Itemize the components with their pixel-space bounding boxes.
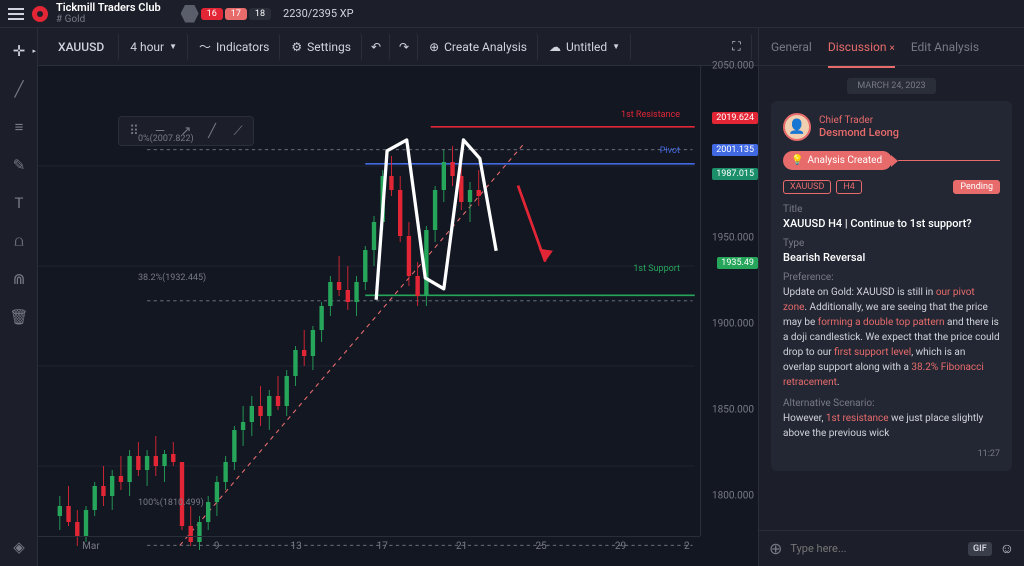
magnet-tool[interactable]: ⋒	[0, 260, 38, 298]
fullscreen-button[interactable]: ⛶	[722, 33, 752, 61]
layers-tool[interactable]: ◈	[0, 528, 38, 566]
avatar: 👤	[783, 113, 811, 141]
club-name: Tickmill Traders Club	[56, 2, 161, 14]
tag-symbol: XAUUSD	[783, 180, 831, 194]
tag-tf: H4	[836, 180, 861, 194]
tag-pending: Pending	[953, 180, 1000, 194]
club-channel: # Gold	[56, 14, 161, 25]
chart[interactable]: ⠿ — ↗ ╱ ⟋ 0%(2007.822) 38.2%(1932.445) 1…	[38, 66, 758, 566]
analysis-type: Bearish Reversal	[783, 251, 1000, 264]
date-chip: MARCH 24, 2023	[847, 78, 935, 94]
alt-text: However, 1st resistance we just place sl…	[783, 411, 1000, 441]
preference-text: Update on Gold: XAUUSD is still in our p…	[783, 285, 1000, 390]
fib-tool[interactable]: ≡	[0, 108, 38, 146]
text-tool[interactable]: T	[0, 184, 38, 222]
fib-100-label: 100%(1810.499)	[138, 498, 204, 508]
xp-counter: 2230/2395 XP	[283, 7, 354, 20]
attach-button[interactable]: ⊕	[769, 539, 782, 558]
trendline-tool[interactable]: ╱	[0, 70, 38, 108]
resistance-label: 1st Resistance	[621, 110, 680, 120]
analysis-created-badge: 💡 Analysis Created	[783, 151, 892, 170]
crosshair-tool[interactable]: ✛▸	[0, 32, 38, 70]
undo-button[interactable]: ↶	[363, 33, 390, 61]
analysis-card: 👤 Chief Trader Desmond Leong 💡 Analysis …	[771, 101, 1012, 471]
brush-tool[interactable]: ✎	[0, 146, 38, 184]
badge-2: 17	[225, 8, 247, 20]
fib-382-label: 38.2%(1932.445)	[138, 273, 206, 283]
type-label: Type	[783, 238, 1000, 249]
support-label: 1st Support	[633, 264, 680, 274]
message-input[interactable]	[790, 542, 960, 555]
extend-icon[interactable]: ⟋	[225, 119, 251, 143]
indicators-button[interactable]: 〜 Indicators	[189, 33, 280, 61]
tab-general[interactable]: General	[771, 36, 812, 58]
symbol-select[interactable]: XAUUSD	[44, 33, 119, 61]
tab-edit-analysis[interactable]: Edit Analysis	[911, 36, 979, 58]
timestamp: 11:27	[783, 449, 1000, 459]
tab-discussion[interactable]: Discussion×	[828, 36, 895, 58]
menu-button[interactable]	[8, 8, 24, 20]
logo	[32, 6, 48, 22]
analysis-title: XAUUSD H4 | Continue to 1st support?	[783, 217, 1000, 230]
delete-tool[interactable]: 🗑	[0, 298, 38, 336]
settings-button[interactable]: ⚙ Settings	[281, 33, 362, 61]
line-icon[interactable]: ╱	[199, 119, 225, 143]
emoji-button[interactable]: ☺	[1000, 540, 1014, 557]
pref-label: Preference:	[783, 272, 1000, 283]
redo-button[interactable]: ↷	[391, 33, 418, 61]
fib-0-label: 0%(2007.822)	[138, 134, 194, 144]
create-analysis-button[interactable]: ⊕ Create Analysis	[419, 33, 538, 61]
x-axis: Mar913172125292	[38, 536, 700, 566]
alt-label: Alternative Scenario:	[783, 398, 1000, 409]
pattern-tool[interactable]: ⩍	[0, 222, 38, 260]
trader-role: Chief Trader	[819, 115, 899, 126]
title-label: Title	[783, 204, 1000, 215]
timeframe-select[interactable]: 4 hour ▼	[120, 33, 188, 61]
badge-3: 18	[249, 8, 271, 20]
save-select[interactable]: ☁ Untitled ▼	[539, 33, 631, 61]
level-hex	[181, 5, 199, 23]
gif-button[interactable]: GIF	[968, 542, 992, 556]
pivot-label: Pivot	[660, 146, 680, 156]
trader-name: Desmond Leong	[819, 126, 899, 139]
badge-1: 16	[201, 8, 223, 20]
y-axis: 1800.0001850.0001900.0001950.0002000.000…	[700, 66, 758, 536]
